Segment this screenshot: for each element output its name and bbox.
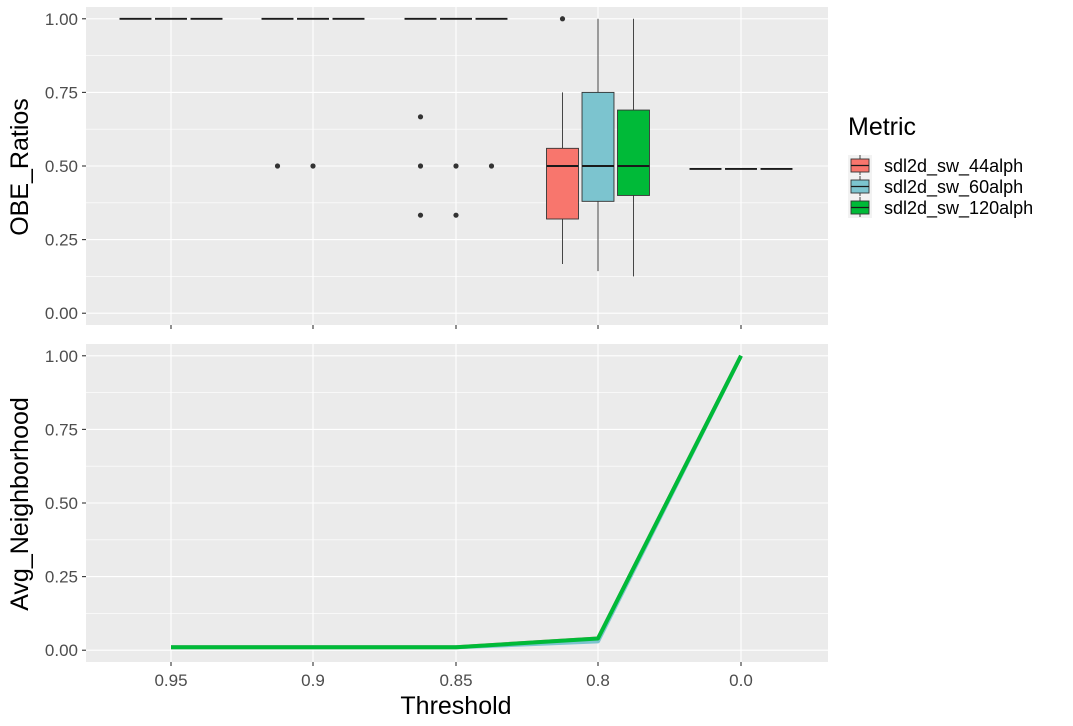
outlier-point [453,163,459,169]
legend-label: sdl2d_sw_120alph [884,198,1033,219]
y-tick-label: 0.75 [45,420,78,439]
y-tick-label: 0.25 [45,568,78,587]
x-tick-label: 0.8 [586,671,610,690]
outlier-point [274,163,281,169]
legend-label: sdl2d_sw_44alph [884,156,1023,177]
legend-title: Metric [848,113,916,141]
x-tick-label: 0.9 [301,671,325,690]
outlier-point [417,114,424,120]
outlier-point [488,163,495,169]
outlier-point [417,212,424,218]
y-tick-label: 0.00 [45,641,78,660]
box-sdl2d_sw_120alph [617,109,650,196]
outlier-point [417,163,424,169]
legend: Metric sdl2d_sw_44alphsdl2d_sw_60alphsdl… [848,113,1033,219]
outlier-point [559,16,566,22]
box-sdl2d_sw_44alph [546,147,579,220]
outlier-point [310,163,316,169]
y-tick-label: 0.50 [45,157,78,176]
y-tick-label: 0.75 [45,83,78,102]
y-axis-title-obe-ratios: OBE_Ratios [6,98,34,236]
outlier-point [453,212,459,218]
y-tick-label: 0.50 [45,494,78,513]
y-tick-label: 1.00 [45,347,78,366]
x-tick-label: 0.85 [439,671,472,690]
obe-ratios-panel: 0.00 0.25 0.50 0.75 1.00 [45,7,828,329]
y-tick-label: 1.00 [45,10,78,29]
line-sdl2d_sw_120alph [171,354,743,650]
legend-label: sdl2d_sw_60alph [884,177,1023,198]
x-tick-label: 0.95 [154,671,187,690]
x-tick-label: 0.0 [729,671,753,690]
x-axis-title-threshold: Threshold [400,692,511,720]
y-tick-label: 0.00 [45,304,78,323]
avg-neighborhood-panel: 0.00 0.25 0.50 0.75 1.00 0.95 0.9 0.85 0.8 0.0 [45,344,828,690]
box-sdl2d_sw_60alph [581,91,615,202]
y-tick-label: 0.25 [45,231,78,250]
y-axis-title-avg-neighborhood: Avg_Neighborhood [6,397,34,611]
